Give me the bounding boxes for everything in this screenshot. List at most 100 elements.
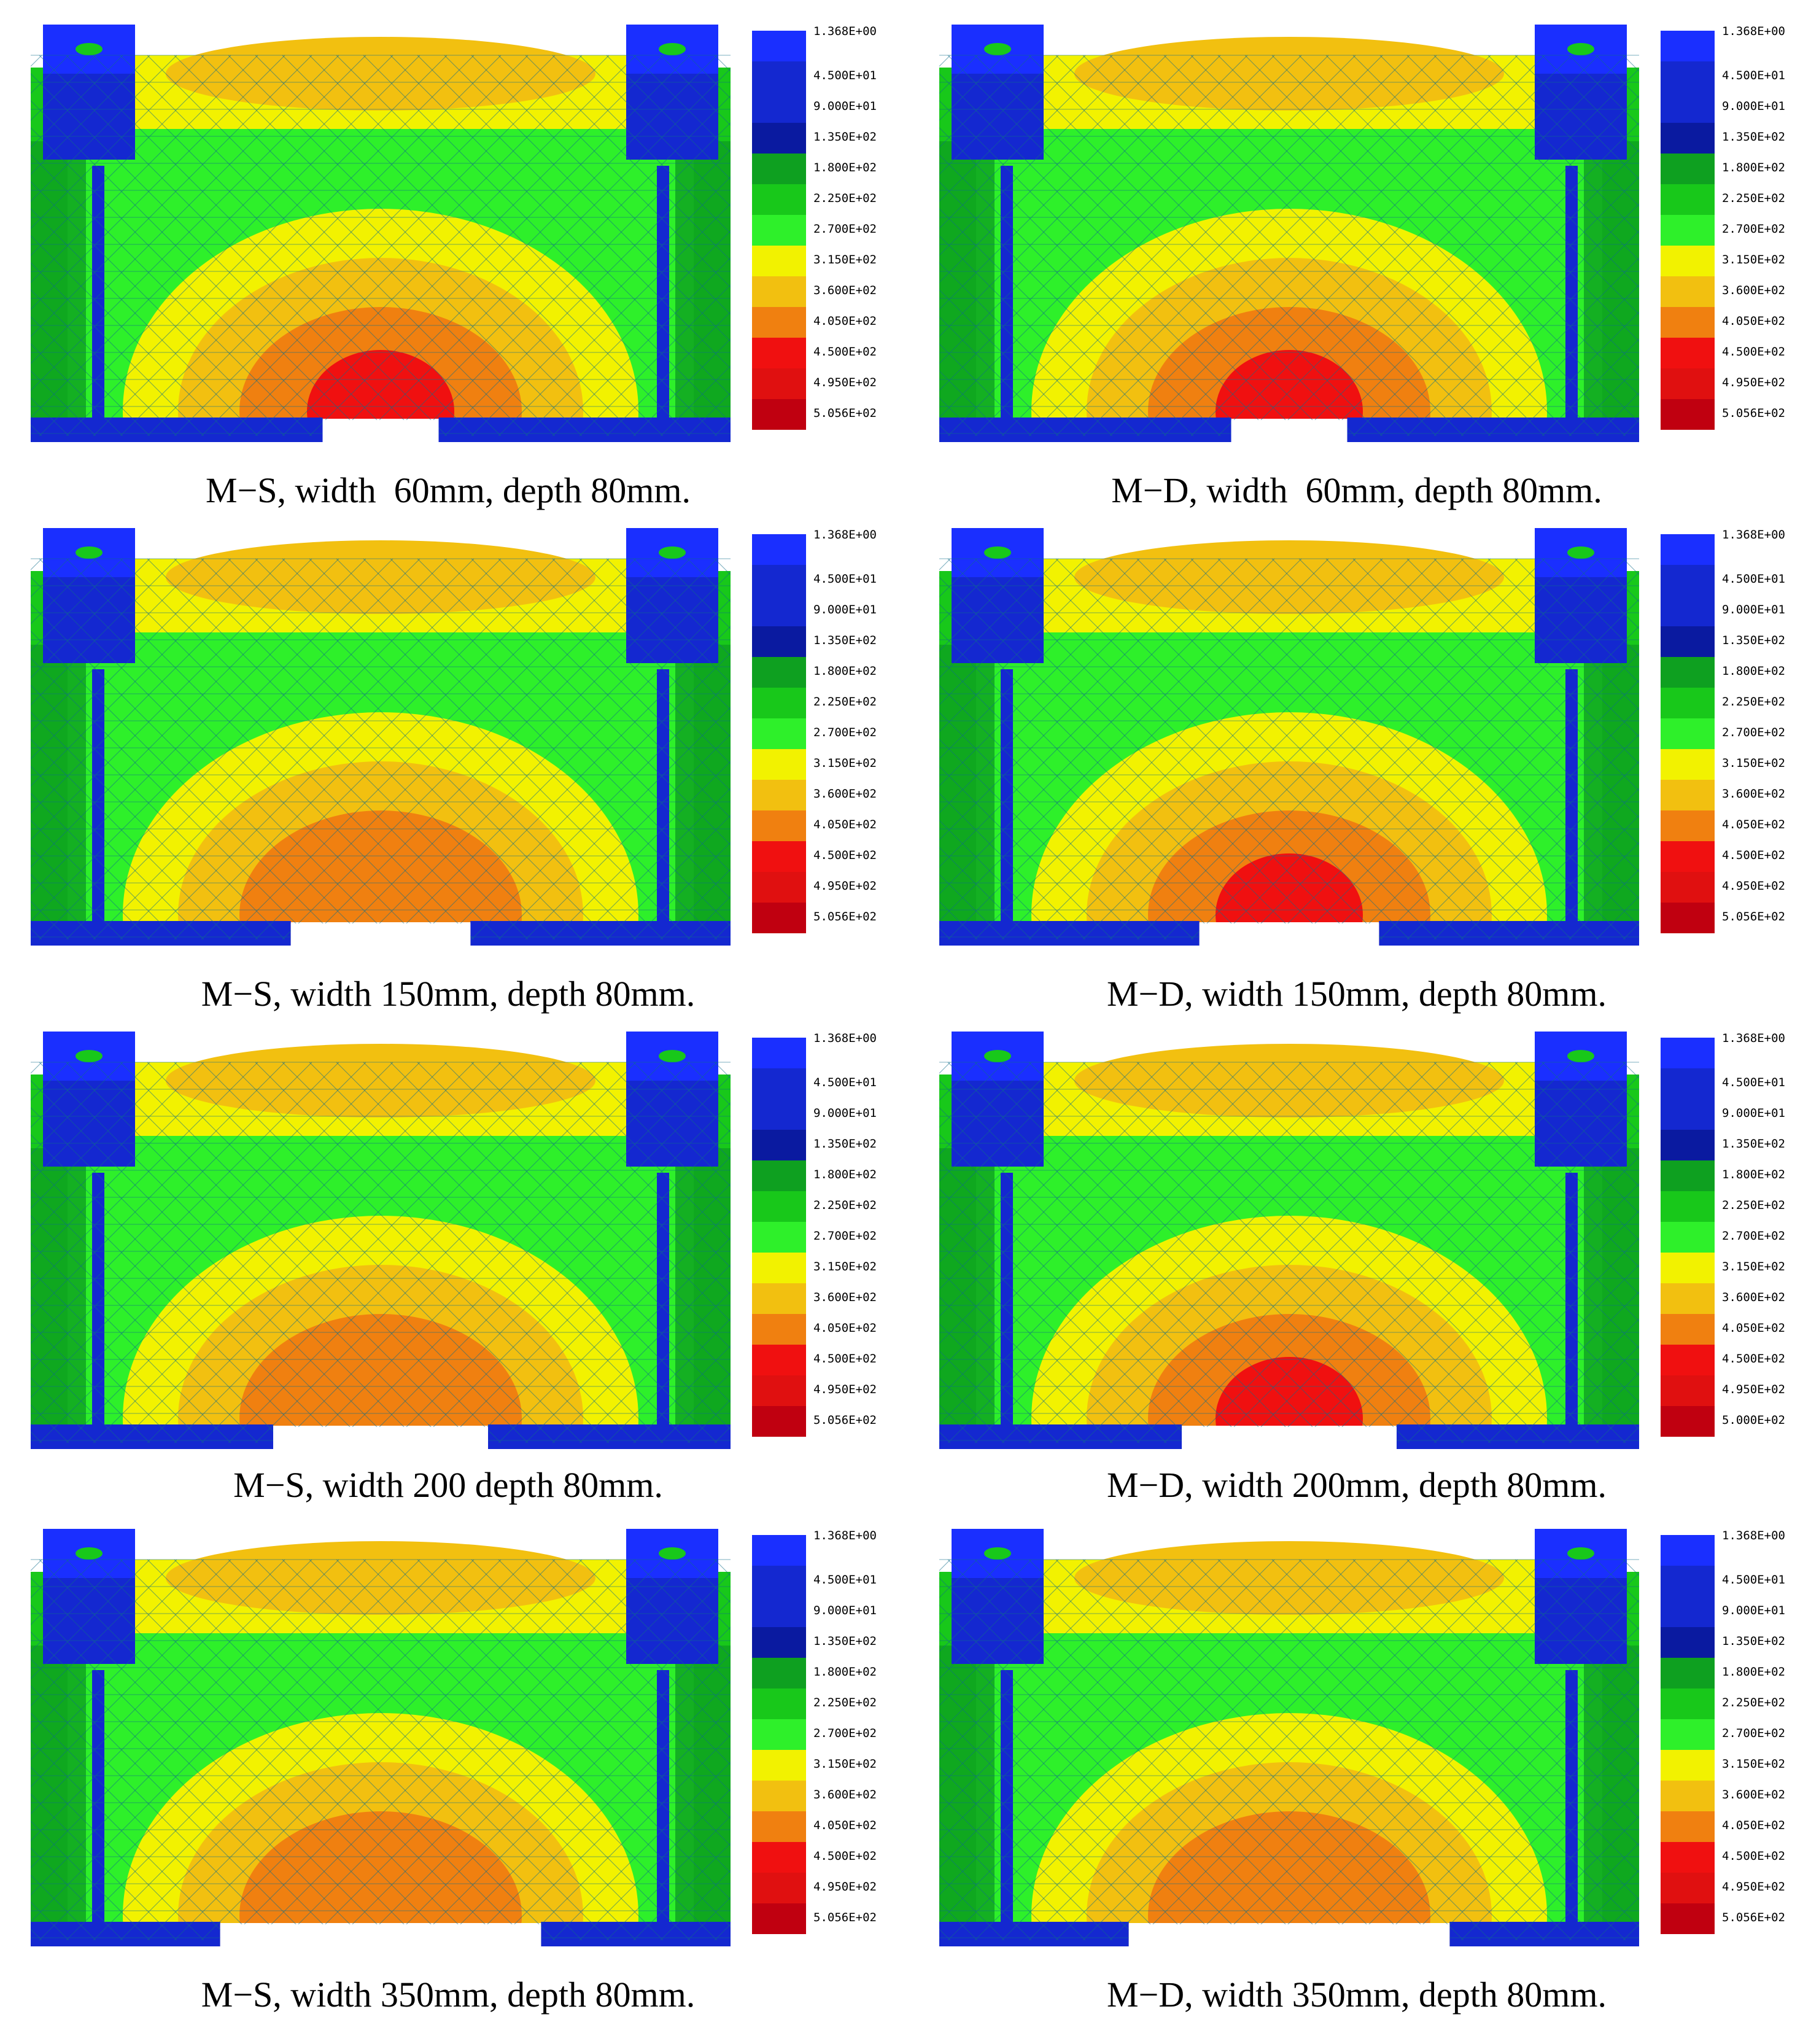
legend-swatch (752, 1627, 806, 1658)
legend-value: 4.950E+02 (813, 1383, 877, 1396)
legend-value: 3.150E+02 (1722, 1757, 1785, 1771)
support-plate-right (1397, 1424, 1639, 1449)
legend-swatch (752, 368, 806, 399)
legend-value: 9.000E+01 (1722, 603, 1785, 616)
legend-swatch (1661, 780, 1715, 810)
legend-swatch (752, 1345, 806, 1375)
legend-swatch (1661, 307, 1715, 338)
legend-value: 2.700E+02 (813, 1229, 877, 1243)
panel-caption: M−D, width 350mm, depth 80mm. (1106, 1975, 1607, 2015)
bolt-block-right (1535, 1032, 1627, 1167)
legend-value: 1.800E+02 (1722, 1665, 1785, 1679)
legend-swatch (1661, 92, 1715, 123)
legend-value: 1.368E+00 (813, 528, 877, 542)
legend-value: 1.350E+02 (1722, 634, 1785, 647)
legend-swatch (1661, 123, 1715, 153)
legend-swatch (1661, 1719, 1715, 1750)
legend-value: 4.950E+02 (1722, 1880, 1785, 1894)
legend-swatch (752, 872, 806, 903)
fe-mesh (939, 55, 1639, 437)
legend-value: 9.000E+01 (1722, 99, 1785, 113)
legend-swatch (1661, 184, 1715, 215)
legend-value: 4.050E+02 (1722, 314, 1785, 328)
legend-swatch (752, 1068, 806, 1099)
bolt-block-left (952, 1529, 1044, 1664)
legend-value: 4.500E+01 (813, 69, 877, 82)
legend-swatch (1661, 657, 1715, 688)
legend-value: 4.500E+01 (1722, 572, 1785, 586)
fem-stress-contour (939, 1032, 1639, 1449)
legend-value: 2.700E+02 (813, 726, 877, 739)
contour-panel-ms-150: 1.368E+00 4.500E+01 9.000E+01 1.350E+02 1.80… (31, 522, 896, 964)
bolt-rod-right (1565, 1173, 1578, 1431)
support-plate-right (541, 1922, 731, 1946)
legend-swatch (1661, 749, 1715, 780)
legend-swatch (752, 276, 806, 307)
legend-swatch (752, 596, 806, 626)
legend-swatch (1661, 1130, 1715, 1160)
legend-value: 1.368E+00 (1722, 1529, 1785, 1542)
legend-swatch (752, 1038, 806, 1068)
legend-value: 2.700E+02 (1722, 222, 1785, 236)
bolt-rod-left (1001, 1173, 1013, 1431)
legend-value: 3.150E+02 (1722, 253, 1785, 266)
legend-swatch (1661, 872, 1715, 903)
contour-panel-md-60: 1.368E+00 4.500E+01 9.000E+01 1.350E+02 1.80… (939, 18, 1805, 460)
legend-swatch (752, 1535, 806, 1566)
legend-value: 5.056E+02 (813, 1911, 877, 1924)
legend-value: 2.700E+02 (813, 222, 877, 236)
legend-swatch (1661, 1750, 1715, 1781)
legend-swatch (1661, 626, 1715, 657)
support-plate-right (438, 418, 731, 442)
bolt-block-right (626, 1032, 718, 1167)
bolt-rod-right (657, 1173, 669, 1431)
legend-value: 5.056E+02 (1722, 406, 1785, 420)
bolt-rod-left (92, 1173, 104, 1431)
legend-swatch (1661, 215, 1715, 246)
legend-swatch (1661, 61, 1715, 92)
bolt-block-left (43, 1032, 135, 1167)
bolt-block-left (952, 25, 1044, 160)
fe-mesh (31, 1062, 731, 1444)
legend-value: 9.000E+01 (1722, 1604, 1785, 1617)
legend-value: 1.368E+00 (1722, 1032, 1785, 1045)
legend-value: 4.050E+02 (813, 1819, 877, 1832)
legend-swatch (752, 1688, 806, 1719)
bolt-rod-left (1001, 669, 1013, 927)
legend-swatch (752, 841, 806, 872)
legend-value: 5.000E+02 (1722, 1413, 1785, 1427)
legend-value: 1.800E+02 (1722, 1168, 1785, 1181)
color-scale-legend: 1.368E+00 4.500E+01 9.000E+01 1.350E+02 1.80… (1661, 1033, 1802, 1437)
legend-swatch (752, 215, 806, 246)
bolt-rod-left (1001, 166, 1013, 424)
bolt-block-right (626, 1529, 718, 1664)
legend-swatch (752, 184, 806, 215)
legend-swatch (752, 1750, 806, 1781)
legend-swatch (1661, 1191, 1715, 1222)
bolt-rod-right (657, 166, 669, 424)
legend-swatch (1661, 1375, 1715, 1406)
legend-swatch (1661, 246, 1715, 276)
color-scale-legend: 1.368E+00 4.500E+01 9.000E+01 1.350E+02 1.80… (1661, 529, 1802, 933)
legend-value: 3.600E+02 (813, 787, 877, 801)
legend-swatch (1661, 1842, 1715, 1873)
panel-caption: M−S, width 350mm, depth 80mm. (201, 1975, 696, 2015)
legend-swatch (1661, 1903, 1715, 1934)
legend-value: 3.150E+02 (1722, 756, 1785, 770)
legend-swatch (1661, 399, 1715, 430)
fem-stress-contour (31, 25, 731, 442)
legend-value: 3.600E+02 (1722, 284, 1785, 297)
legend-swatch (752, 1903, 806, 1934)
legend-swatch (752, 31, 806, 61)
legend-swatch (752, 246, 806, 276)
legend-swatch (1661, 1627, 1715, 1658)
legend-swatch (1661, 153, 1715, 184)
legend-swatch (1661, 1099, 1715, 1130)
legend-swatch (752, 153, 806, 184)
fem-stress-contour (939, 528, 1639, 946)
legend-swatch (752, 1130, 806, 1160)
legend-value: 3.150E+02 (813, 1757, 877, 1771)
legend-value: 2.700E+02 (1722, 1727, 1785, 1740)
legend-swatch (752, 565, 806, 596)
legend-value: 9.000E+01 (813, 1106, 877, 1120)
